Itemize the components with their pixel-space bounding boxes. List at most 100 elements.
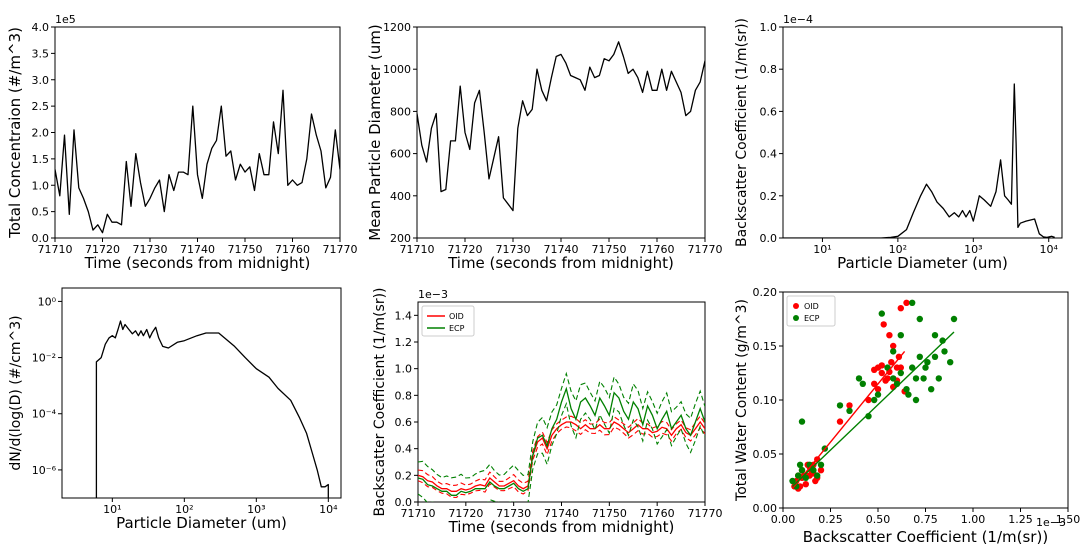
y-tick-label: 0.4 <box>395 443 413 456</box>
y-tick-label: 0.0 <box>32 232 50 245</box>
panel-p4: 10¹ 10² 10³ 10⁴ 10⁻⁶ 10⁻⁴ 10⁻² 10⁰ Particle Diam… <box>8 287 342 532</box>
axes-frame <box>416 26 706 239</box>
x-tick-label: 71740 <box>180 243 215 256</box>
y-tick-label: 0.5 <box>32 206 50 219</box>
scatter-point-oid <box>871 366 878 373</box>
scatter-point-ecp <box>897 369 904 377</box>
scatter-point-ecp <box>916 315 923 323</box>
y-tick-label: 10⁰ <box>38 295 57 308</box>
scatter-point-ecp <box>798 418 806 425</box>
series-line-ecp <box>418 386 705 496</box>
scatter-point-ecp <box>947 359 954 366</box>
series-lower-band-oid <box>418 426 705 499</box>
y-tick-label: 3.0 <box>32 74 50 87</box>
plot-area <box>417 41 705 212</box>
x-tick-label: 0.00 <box>771 513 796 526</box>
plot-area <box>783 83 1055 238</box>
x-tick-label: 71750 <box>592 243 627 256</box>
x-axis-label: Time (seconds from midnight) <box>84 254 311 272</box>
x-tick-label: 10⁴ <box>1040 243 1059 256</box>
axes-frame <box>61 287 342 499</box>
series-line <box>417 41 705 212</box>
scatter-point-ecp <box>924 359 931 366</box>
x-tick-label: 71770 <box>688 243 723 256</box>
y-axis-label: Backscatter Coefficient (1/m(sr)) <box>734 18 750 247</box>
plot-area <box>55 89 340 234</box>
series-line <box>95 320 329 498</box>
y-tick-label: 0.0 <box>395 496 413 509</box>
y-tick-label: 0.10 <box>753 394 778 407</box>
y-offset-text: 1e5 <box>55 13 76 26</box>
axes-frame <box>782 26 1063 239</box>
y-tick-label: 0.05 <box>753 448 778 461</box>
x-tick-label: 71710 <box>401 507 436 520</box>
y-axis-label: Total Concentraion (#/m^3) <box>6 27 24 239</box>
x-tick-label: 10³ <box>964 243 982 256</box>
scatter-point-ecp <box>909 299 916 306</box>
x-tick-label: 1.25 <box>1008 513 1033 526</box>
scatter-point-ecp <box>884 364 891 371</box>
panel-p6: 0.00 0.25 0.50 0.75 1.00 1.25 1.50 0.00 0.05 0.10… <box>734 286 1080 546</box>
x-tick-label: 71710 <box>400 243 435 256</box>
series-line <box>783 83 1055 238</box>
scatter-point-ecp <box>905 391 912 398</box>
scatter-point-ecp <box>935 375 942 382</box>
y-tick-label: 0.00 <box>753 502 778 515</box>
scatter-point-oid <box>880 321 887 328</box>
scatter-point-oid <box>888 359 895 366</box>
y-tick-label: 0.4 <box>760 148 778 161</box>
y-tick-label: 1.2 <box>395 336 413 349</box>
x-offset-text: 1e−3 <box>1036 516 1066 529</box>
y-tick-label: 200 <box>390 232 411 245</box>
scatter-point-ecp <box>878 310 885 317</box>
series-line <box>55 89 340 234</box>
x-tick-label: 10⁴ <box>319 503 338 516</box>
x-tick-label: 71760 <box>275 243 310 256</box>
scatter-point-ecp <box>802 474 809 481</box>
y-axis-label: Total Water Content (g/m^3) <box>734 299 750 502</box>
scatter-point-ecp <box>846 407 853 414</box>
fit-line-ecp <box>792 331 955 487</box>
scatter-point-ecp <box>903 386 910 393</box>
plot-area <box>95 320 329 498</box>
y-tick-label: 1.0 <box>32 179 50 192</box>
x-tick-label: 71720 <box>85 243 120 256</box>
x-tick-label: 71770 <box>323 243 358 256</box>
y-tick-label: 3.5 <box>32 47 50 60</box>
y-tick-label: 4.0 <box>32 21 50 34</box>
y-tick-label: 2.0 <box>32 127 50 140</box>
scatter-point-oid <box>897 364 904 371</box>
scatter-point-oid <box>895 353 903 360</box>
legend-swatch <box>793 303 799 309</box>
scatter-point-ecp <box>916 353 923 360</box>
series-line-oid <box>418 420 705 492</box>
y-tick-label: 1.4 <box>395 309 413 322</box>
x-tick-label: 10³ <box>247 503 265 516</box>
axes-frame <box>54 26 341 239</box>
y-tick-label: 1.0 <box>395 363 413 376</box>
scatter-point-ecp <box>798 467 806 474</box>
scatter-point-ecp <box>789 477 796 485</box>
scatter-point-ecp <box>950 315 958 323</box>
legend: OID ECP <box>421 305 475 337</box>
scatter-point-oid <box>871 380 878 387</box>
x-tick-label: 71750 <box>228 243 263 256</box>
x-tick-label: 71750 <box>592 507 627 520</box>
scatter-point-oid <box>836 418 844 425</box>
scatter-point-oid <box>846 402 853 409</box>
legend-label: OID <box>804 302 819 311</box>
y-axis-label: dN/d(log(D) (#/cm^3) <box>8 315 24 470</box>
scatter-point-oid <box>882 377 889 384</box>
y-tick-label: 600 <box>390 148 411 161</box>
legend-label: ECP <box>804 314 820 323</box>
legend: OID ECP <box>786 295 836 327</box>
x-tick-label: 71730 <box>133 243 168 256</box>
y-tick-label: 10⁻⁶ <box>32 464 57 477</box>
scatter-point-ecp <box>941 348 948 355</box>
x-tick-label: 10² <box>175 503 193 516</box>
fit-line-oid <box>791 350 906 490</box>
y-offset-text: 1e−4 <box>783 13 813 26</box>
y-tick-label: 0.8 <box>395 389 413 402</box>
x-tick-label: 71760 <box>640 243 675 256</box>
